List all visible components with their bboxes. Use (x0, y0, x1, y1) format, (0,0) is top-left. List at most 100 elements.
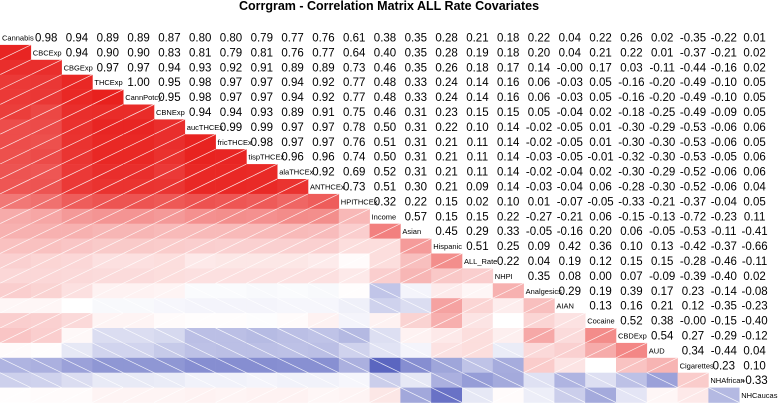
hatch-line (277, 327, 309, 344)
corr-value-aucTHCEx-AUD: -0.29 (649, 122, 675, 134)
corr-value-CBNExp-HPITHCEx: 0.75 (343, 107, 365, 119)
hatch-line (30, 193, 62, 210)
corr-value-CBGExp-NHPI: 0.17 (497, 62, 519, 74)
corr-value-CBCExp-CannPotcy: 0.90 (127, 47, 149, 59)
corr-value-CBGExp-tispTHCEx: 0.91 (251, 62, 273, 74)
corr-value-Cannabis-CBDExp: 0.26 (620, 33, 642, 45)
hatch-line (492, 357, 524, 374)
hatch-line (369, 327, 401, 344)
corr-value-CBNExp-Analgesics: 0.05 (528, 107, 550, 119)
correlation-values: 0.98 0.94 0.89 0.89 0.87 0.80 0.80 0.79 0.77 0.76… (35, 33, 768, 388)
variable-label-NHCaucas: NHCaucas (741, 391, 778, 400)
corr-value-CBCExp-NHCaucas: 0.02 (743, 47, 765, 59)
variable-label-aucTHCEx: aucTHCEx (187, 123, 224, 132)
hatch-line (153, 208, 185, 225)
corr-value-NHPI-CBDExp: 0.07 (620, 271, 642, 283)
corr-value-NHPI-AUD: -0.09 (649, 271, 675, 283)
corr-value-tispTHCEx-Cigarettes: -0.53 (680, 152, 706, 164)
hatch-line (215, 357, 247, 374)
corr-value-aucTHCEx-Analgesics: -0.02 (526, 122, 552, 134)
corr-value-tispTHCEx-Analgesics: -0.03 (526, 152, 552, 164)
hatch-line (123, 282, 155, 299)
hatch-line (92, 282, 124, 299)
hatch-line (0, 357, 31, 374)
corr-value-ALL_Rate-AUD: 0.15 (651, 256, 673, 268)
hatch-line (246, 268, 278, 284)
hatch-line (153, 119, 185, 135)
corr-value-CannPotcy-alaTHCEx: 0.94 (281, 92, 304, 104)
corr-value-CBNExp-AIAN: -0.04 (557, 107, 584, 119)
corr-value-Analgesics-AIAN: 0.29 (559, 286, 581, 298)
corr-value-Cigarettes-NHAfrican: 0.23 (713, 360, 735, 372)
hatch-line (30, 178, 62, 195)
corr-value-THCExp-aucTHCEx: 0.98 (189, 77, 211, 89)
corr-value-CBNExp-fricTHCEx: 0.94 (220, 107, 243, 119)
hatch-line (246, 163, 278, 180)
corr-value-CBGExp-CannPotcy: 0.97 (127, 62, 149, 74)
hatch-line (369, 268, 401, 284)
heatmap-cells (0, 44, 740, 403)
corr-value-CBCExp-Hispanic: 0.28 (435, 47, 457, 59)
hatch-line (554, 372, 586, 388)
corr-value-CBGExp-CBNExp: 0.94 (158, 62, 181, 74)
corr-value-tispTHCEx-HPITHCEx: 0.74 (343, 152, 366, 164)
corr-value-Cocaine-NHCaucas: -0.40 (741, 316, 767, 328)
corr-value-THCExp-HPITHCEx: 0.77 (343, 77, 365, 89)
hatch-line (215, 238, 247, 254)
hatch-line (400, 268, 432, 284)
corr-value-tispTHCEx-NHPI: 0.14 (497, 152, 520, 164)
hatch-line (215, 268, 247, 284)
hatch-line (153, 282, 185, 299)
corr-value-alaTHCEx-Hispanic: 0.21 (435, 167, 457, 179)
corr-value-tispTHCEx-NHCaucas: 0.06 (743, 152, 765, 164)
hatch-line (246, 223, 278, 239)
corr-value-THCExp-fricTHCEx: 0.97 (220, 77, 242, 89)
hatch-line (246, 372, 278, 388)
hatch-line (153, 148, 185, 165)
corr-value-tispTHCEx-ANTHCEx: 0.96 (312, 152, 334, 164)
hatch-line (153, 357, 185, 374)
hatch-line (277, 342, 309, 359)
corr-value-ANTHCEx-Cocaine: 0.06 (589, 182, 611, 194)
hatch-line (461, 372, 493, 388)
hatch-line (61, 253, 93, 269)
hatch-line (61, 238, 93, 254)
corr-value-AUD-NHAfrican: -0.44 (711, 345, 738, 357)
corr-value-fricTHCEx-HPITHCEx: 0.76 (343, 137, 365, 149)
variable-label-CBDExp: CBDExp (618, 332, 647, 341)
corr-value-Income-NHCaucas: 0.11 (744, 211, 766, 223)
hatch-line (246, 327, 278, 344)
hatch-line (215, 342, 247, 359)
corr-value-aucTHCEx-AIAN: -0.05 (557, 122, 583, 134)
hatch-line (30, 59, 62, 76)
corr-value-Asian-ALL_Rate: 0.29 (466, 226, 488, 238)
hatch-line (338, 223, 370, 239)
corr-value-THCExp-NHPI: 0.16 (497, 77, 519, 89)
hatch-line (246, 297, 278, 314)
hatch-line (61, 119, 93, 135)
hatch-line (184, 133, 216, 150)
hatch-line (123, 148, 155, 165)
hatch-line (215, 178, 247, 195)
hatch-line (123, 342, 155, 359)
corr-value-Hispanic-Cocaine: 0.36 (589, 241, 611, 253)
hatch-line (92, 297, 124, 314)
corr-value-alaTHCEx-NHAfrican: -0.06 (711, 167, 737, 179)
hatch-line (277, 238, 309, 254)
hatch-line (61, 133, 93, 150)
hatch-line (30, 104, 62, 120)
corr-value-alaTHCEx-Analgesics: -0.02 (526, 167, 552, 179)
corr-value-Cannabis-AIAN: 0.04 (559, 33, 582, 45)
hatch-line (0, 223, 31, 239)
hatch-line (369, 282, 401, 299)
corr-value-CannPotcy-NHAfrican: -0.10 (711, 92, 737, 104)
corr-value-Asian-AIAN: -0.16 (557, 226, 583, 238)
corr-value-ALL_Rate-Cigarettes: -0.28 (680, 256, 706, 268)
hatch-line (0, 59, 31, 76)
hatch-line (123, 268, 155, 284)
hatch-line (0, 193, 31, 210)
corr-value-alaTHCEx-NHPI: 0.14 (497, 167, 520, 179)
corr-value-Income-Analgesics: -0.27 (526, 211, 552, 223)
corr-value-fricTHCEx-Cocaine: 0.01 (589, 137, 611, 149)
corr-value-CBNExp-NHCaucas: 0.05 (743, 107, 765, 119)
